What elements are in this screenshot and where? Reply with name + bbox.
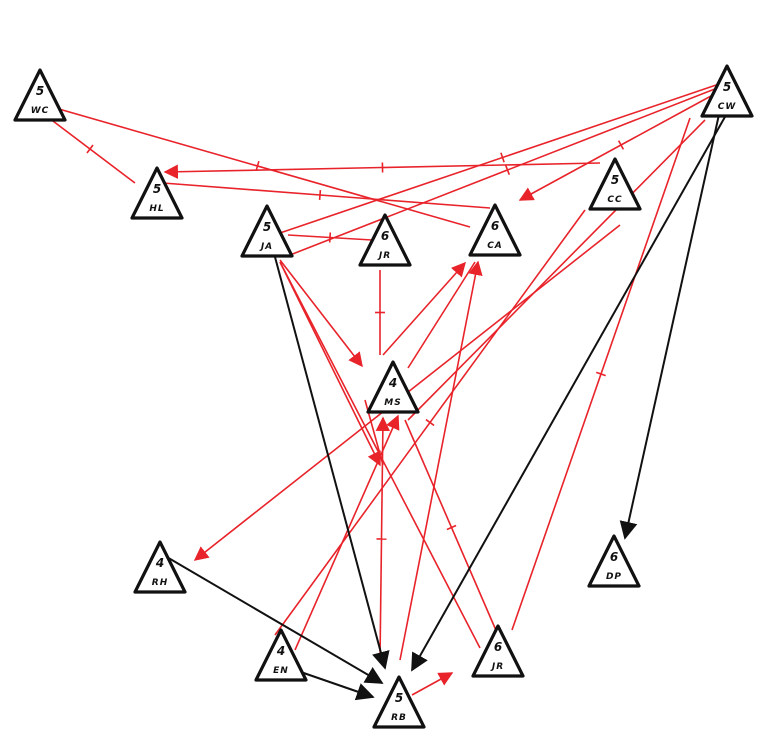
- node-number: 6: [610, 550, 618, 564]
- black-relation-line-28: [411, 107, 731, 672]
- node-number: 5: [395, 691, 403, 705]
- edge-tick-mark-7: [617, 140, 625, 150]
- black-relation-line-29: [619, 109, 721, 540]
- node-triangle: [372, 675, 426, 729]
- node-triangle: [133, 540, 187, 594]
- person-node-jr2: 6 JR: [471, 624, 525, 678]
- node-triangle: [700, 64, 754, 118]
- node-number: 5: [263, 220, 271, 234]
- red-relation-line-24: [411, 672, 454, 696]
- node-triangle: [13, 68, 67, 122]
- edge-tick-mark-18: [425, 418, 435, 427]
- edge-tick-mark-6: [504, 165, 511, 175]
- person-node-wc: 5 WC: [13, 68, 67, 122]
- node-initials: DP: [606, 572, 622, 582]
- node-triangle: [587, 534, 641, 588]
- node-number: 5: [723, 80, 731, 94]
- person-node-hl: 5 HL: [130, 166, 184, 220]
- node-initials: CC: [607, 195, 622, 205]
- node-triangle: [468, 203, 522, 257]
- node-number: 4: [276, 644, 285, 658]
- edge-tick-mark-1: [86, 144, 94, 154]
- node-triangle: [240, 204, 294, 258]
- person-node-cc: 5 CC: [588, 157, 642, 211]
- node-number: 5: [153, 182, 161, 196]
- node-initials: CW: [718, 102, 737, 112]
- edge-tick-mark-8: [328, 232, 332, 243]
- node-triangle: [471, 624, 525, 678]
- node-triangle: [358, 213, 412, 267]
- black-relation-line-27: [294, 669, 375, 701]
- node-triangle: [254, 628, 308, 682]
- node-initials: RH: [152, 578, 168, 588]
- node-number: 4: [388, 376, 397, 390]
- node-triangle: [366, 360, 420, 414]
- node-number: 5: [611, 173, 619, 187]
- edge-tick-mark-2: [255, 160, 260, 172]
- node-number: 4: [155, 556, 164, 570]
- node-initials: MS: [384, 398, 401, 408]
- red-relation-line-19: [294, 414, 400, 651]
- red-relation-line-21: [399, 260, 483, 661]
- node-triangle: [588, 157, 642, 211]
- node-number: 6: [491, 219, 499, 233]
- node-number: 6: [381, 229, 389, 243]
- person-node-rb: 5 RB: [372, 675, 426, 729]
- node-initials: CA: [487, 241, 503, 251]
- node-number: 5: [36, 84, 44, 98]
- edge-tick-mark-5: [500, 152, 505, 163]
- person-node-rh: 4 RH: [133, 540, 187, 594]
- person-node-dp: 6 DP: [587, 534, 641, 588]
- person-node-cw: 5 CW: [700, 64, 754, 118]
- person-node-ca: 6 CA: [468, 203, 522, 257]
- person-node-ms: 4 MS: [366, 360, 420, 414]
- node-initials: RB: [391, 713, 407, 723]
- person-node-en: 4 EN: [254, 628, 308, 682]
- node-initials: JR: [490, 662, 504, 672]
- node-triangle: [130, 166, 184, 220]
- black-relation-line-25: [274, 256, 390, 670]
- node-number: 6: [494, 640, 502, 654]
- person-node-ja: 5 JA: [240, 204, 294, 258]
- person-node-jr1: 6 JR: [358, 213, 412, 267]
- black-relation-line-26: [159, 552, 384, 684]
- edge-tick-mark-4: [318, 189, 322, 201]
- node-initials: HL: [149, 204, 164, 214]
- node-initials: WC: [31, 106, 50, 116]
- node-initials: JA: [259, 242, 273, 252]
- node-initials: EN: [273, 666, 289, 676]
- edge-tick-mark-23: [596, 371, 606, 377]
- edge-tick-mark-22: [446, 524, 457, 531]
- node-initials: JR: [377, 251, 391, 261]
- red-relation-line-15: [407, 261, 476, 369]
- red-relation-line-13: [382, 261, 466, 356]
- red-relation-line-10: [279, 259, 363, 368]
